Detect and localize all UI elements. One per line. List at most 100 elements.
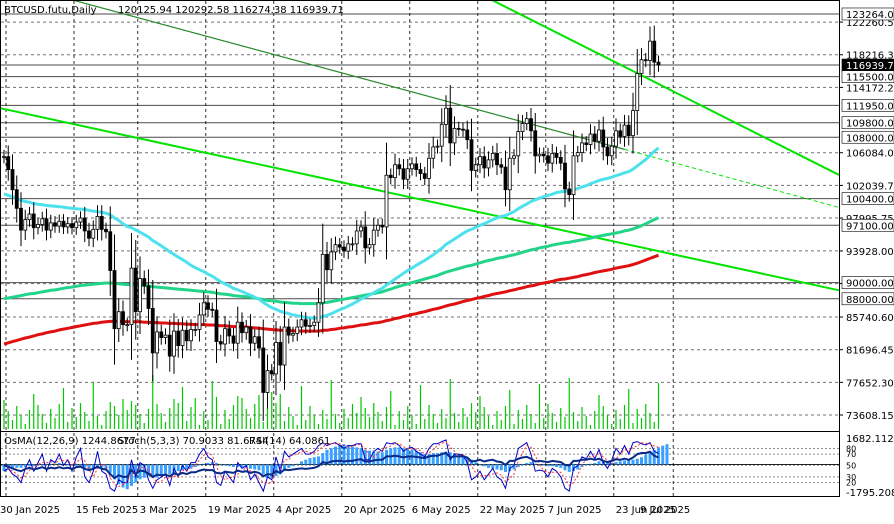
candlesticks <box>2 25 661 421</box>
bear-candle <box>584 142 589 145</box>
bull-candle <box>435 145 440 148</box>
osma-max-label: 1682.1121 <box>846 434 894 445</box>
level-label-box <box>841 116 894 130</box>
level-label-box <box>841 130 894 144</box>
osma-bar <box>36 464 40 466</box>
bear-candle <box>206 302 210 310</box>
osma-bar <box>215 462 218 465</box>
bear-candle <box>558 157 563 164</box>
osma-bar <box>40 464 44 466</box>
bull-candle <box>571 155 576 195</box>
bull-candle <box>516 131 521 157</box>
bull-candle <box>295 326 300 334</box>
osma-bar <box>368 450 371 465</box>
osma-bar <box>461 455 465 465</box>
bull-candle <box>23 219 28 231</box>
bull-candle <box>189 329 193 342</box>
osma-bar <box>474 462 478 465</box>
bull-candle <box>393 164 397 179</box>
bull-candle <box>427 157 431 179</box>
bear-candle <box>19 207 23 231</box>
osma-bar <box>652 449 656 465</box>
bull-candle <box>91 228 96 239</box>
bear-candle <box>567 188 572 195</box>
time-tick-label: 6 May 2025 <box>412 505 471 516</box>
bull-candle <box>197 314 202 330</box>
osma-bar <box>283 464 286 472</box>
bear-candle <box>482 156 487 169</box>
bear-candle <box>418 169 423 174</box>
rsi-label: RSI(14) 64.0861 <box>249 436 330 447</box>
grid <box>1 1 839 496</box>
osma-bar <box>512 464 516 470</box>
price-tick-label: 81696.45 <box>846 346 894 357</box>
osma-bar <box>640 457 643 465</box>
osma-bar <box>113 464 116 480</box>
osma-bar <box>83 464 87 468</box>
bear-candle <box>210 308 215 311</box>
level-label: 100400.00 <box>846 195 894 206</box>
bear-candle <box>82 217 87 232</box>
price-tick-label: 85740.60 <box>846 313 894 324</box>
bear-candle <box>6 156 11 170</box>
bear-candle <box>176 330 181 347</box>
bull-candle <box>265 370 270 393</box>
stoch-label: Stoch(5,3,3) 70.9033 81.6744 <box>118 436 269 447</box>
osma-bar <box>155 464 159 478</box>
osma-bar <box>159 464 163 477</box>
osma-bar <box>516 464 520 468</box>
bull-candle <box>65 223 70 228</box>
osma-bar <box>193 464 197 468</box>
bear-candle <box>14 189 19 209</box>
bull-candle <box>635 73 640 112</box>
osma-bar <box>372 451 376 465</box>
level-label-box <box>841 276 894 289</box>
osma-bar <box>644 454 648 465</box>
osma-bar <box>57 462 61 465</box>
osma-bar <box>499 464 503 471</box>
bear-candle <box>150 308 155 354</box>
price-tick-label: 122260.50 <box>846 18 894 29</box>
bear-candle <box>31 213 36 229</box>
osma-bar <box>589 463 592 465</box>
osma-bar <box>32 464 36 467</box>
bull-candle <box>163 334 168 338</box>
indicator-pane-frame <box>0 431 840 497</box>
bear-candle <box>342 246 346 252</box>
bull-candle <box>138 278 142 313</box>
osma-bar <box>312 457 316 465</box>
osma-bar <box>66 464 70 466</box>
osma-bar <box>563 464 567 471</box>
bear-candle <box>184 329 189 342</box>
bull-candle <box>648 40 652 61</box>
osma-bar <box>623 460 626 465</box>
osma-bar <box>533 463 537 465</box>
bear-candle <box>469 139 474 171</box>
symbol-label: BTCUSD.futu,Daily <box>4 5 97 16</box>
bear-candle <box>401 168 406 180</box>
level-label: 116939.71 <box>846 61 894 72</box>
osma-bar <box>478 464 482 466</box>
bull-candle <box>201 302 206 316</box>
bull-candle <box>312 321 317 326</box>
level-label: 123264.00 <box>846 10 894 21</box>
bear-candle <box>465 129 470 141</box>
bull-candle <box>580 142 584 154</box>
channel-line <box>489 0 840 176</box>
osma-bar <box>249 464 252 469</box>
level-label: 90000.00 <box>846 279 894 290</box>
osma-bar <box>355 447 359 465</box>
osma-bar <box>504 464 507 472</box>
bull-candle <box>223 328 227 345</box>
osma-bar <box>15 464 19 468</box>
bull-candle <box>2 156 6 159</box>
osma-bar <box>23 464 27 468</box>
bull-candle <box>95 216 100 230</box>
osma-bar <box>257 464 261 471</box>
osma-bar <box>487 464 490 468</box>
osma-bar <box>525 462 529 465</box>
osma-bar <box>542 464 546 466</box>
